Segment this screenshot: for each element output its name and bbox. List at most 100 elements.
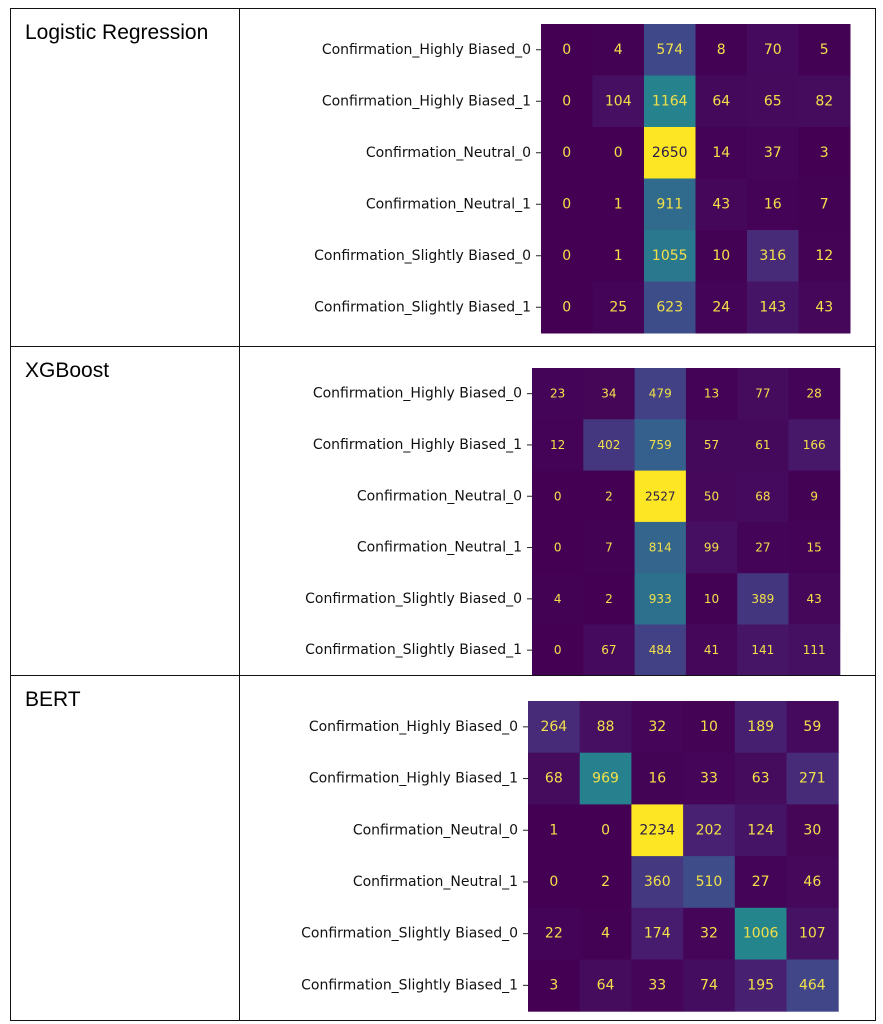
cell-value-label: 479 [649, 387, 672, 401]
heatmap-cell [737, 368, 789, 420]
cell-value-label: 68 [545, 771, 563, 787]
heatmap-cell [695, 24, 748, 76]
heatmap-cell [579, 701, 632, 754]
heatmap-cell [685, 419, 738, 472]
heatmap-cell [798, 127, 851, 179]
heatmap-cell [747, 178, 799, 231]
heatmap-cell [583, 624, 636, 677]
heatmap-cell [737, 470, 789, 523]
heatmap-cell [634, 521, 687, 574]
cell-value-label: 316 [759, 248, 786, 264]
row-label: Confirmation_Slightly Biased_0 [314, 248, 531, 264]
heatmap-cell [644, 127, 696, 179]
cell-value-label: 124 [747, 822, 774, 838]
cell-value-label: 99 [704, 541, 719, 555]
cell-value-label: 510 [696, 874, 723, 890]
heatmap-cell [631, 804, 684, 857]
heatmap-cell [583, 521, 636, 574]
section-bert: BERT Confirmation_Highly Biased_0 264 88 32… [10, 675, 876, 1021]
cell-value-label: 484 [649, 643, 672, 657]
cell-value-label: 0 [549, 874, 558, 890]
cell-value-label: 61 [755, 438, 770, 452]
heatmap-cell [685, 521, 738, 574]
cell-value-label: 2 [601, 874, 610, 890]
heatmap-cell [734, 856, 787, 909]
heatmap-cell [747, 24, 799, 76]
heatmap-cell [579, 804, 632, 857]
cell-value-label: 969 [592, 771, 619, 787]
cell-value-label: 32 [700, 926, 718, 942]
cell-value-label: 1 [614, 196, 623, 212]
heatmap-cell [734, 907, 787, 960]
heatmap-cell [592, 178, 645, 231]
cell-value-label: 2234 [639, 822, 675, 838]
heatmap-cell [683, 959, 736, 1012]
model-name: BERT [25, 688, 81, 711]
heatmap-cell [528, 804, 581, 857]
cell-value-label: 8 [717, 42, 726, 58]
row-label: Confirmation_Neutral_1 [366, 196, 531, 212]
cell-value-label: 3 [549, 977, 558, 993]
row-label: Confirmation_Slightly Biased_1 [314, 299, 531, 315]
cell-value-label: 41 [704, 643, 719, 657]
heatmap-cell [788, 368, 841, 420]
heatmap-cell [734, 959, 787, 1012]
model-comparison-table: Logistic Regression Confirmation_Highly … [10, 8, 876, 1021]
heatmap-cell [798, 281, 851, 334]
cell-value-label: 1 [549, 822, 558, 838]
heatmap-cell [737, 624, 789, 677]
heatmap-cell [683, 752, 736, 805]
cell-value-label: 0 [601, 822, 610, 838]
heatmap-cell [737, 573, 789, 625]
heatmap-cell [528, 959, 581, 1012]
confusion-matrix-heatmap: Confirmation_Highly Biased_0 264 88 32 10 189… [301, 701, 839, 1012]
cell-value-label: 202 [696, 822, 723, 838]
cell-value-label: 0 [562, 196, 571, 212]
cell-value-label: 0 [554, 643, 562, 657]
heatmap-cell [644, 24, 696, 76]
heatmap-cell [695, 230, 748, 282]
heatmap-cell [644, 75, 696, 128]
heatmap-cell [788, 419, 841, 472]
heatmap-cell [541, 230, 593, 282]
cell-value-label: 464 [799, 977, 826, 993]
heatmap-cell [786, 856, 839, 909]
cell-value-label: 30 [803, 822, 821, 838]
heatmap-cell [747, 75, 799, 128]
heatmap-cell [798, 24, 851, 76]
cell-value-label: 402 [597, 438, 620, 452]
cell-value-label: 107 [799, 926, 826, 942]
row-label: Confirmation_Slightly Biased_0 [305, 591, 522, 607]
heatmap-cell [532, 624, 584, 677]
heatmap-cell [798, 75, 851, 128]
heatmap-cell [583, 368, 636, 420]
cell-value-label: 166 [803, 438, 826, 452]
cell-value-label: 271 [799, 771, 826, 787]
section-logistic-regression: Logistic Regression Confirmation_Highly … [10, 8, 876, 348]
row-label: Confirmation_Neutral_0 [357, 488, 522, 504]
cell-value-label: 10 [712, 248, 730, 264]
row-label: Confirmation_Slightly Biased_1 [301, 977, 518, 993]
cell-value-label: 9 [810, 489, 818, 503]
cell-value-label: 16 [648, 771, 666, 787]
row-label: Confirmation_Highly Biased_1 [309, 771, 518, 787]
cell-value-label: 27 [752, 874, 770, 890]
heatmap-cell [695, 127, 748, 179]
heatmap-cell [579, 752, 632, 805]
cell-value-label: 911 [656, 196, 683, 212]
heatmap-cell [634, 368, 687, 420]
cell-value-label: 67 [601, 643, 616, 657]
heatmap-cell [734, 804, 787, 857]
cell-value-label: 1 [614, 248, 623, 264]
heatmap-cell [737, 521, 789, 574]
heatmap-cell [798, 178, 851, 231]
heatmap-cell [788, 624, 841, 677]
heatmap-cell [683, 804, 736, 857]
cell-value-label: 4 [614, 42, 623, 58]
cell-value-label: 34 [601, 387, 616, 401]
cell-value-label: 111 [803, 643, 826, 657]
heatmap-cell [528, 856, 581, 909]
cell-value-label: 143 [759, 299, 786, 315]
cell-value-label: 0 [554, 489, 562, 503]
cell-value-label: 88 [597, 719, 615, 735]
